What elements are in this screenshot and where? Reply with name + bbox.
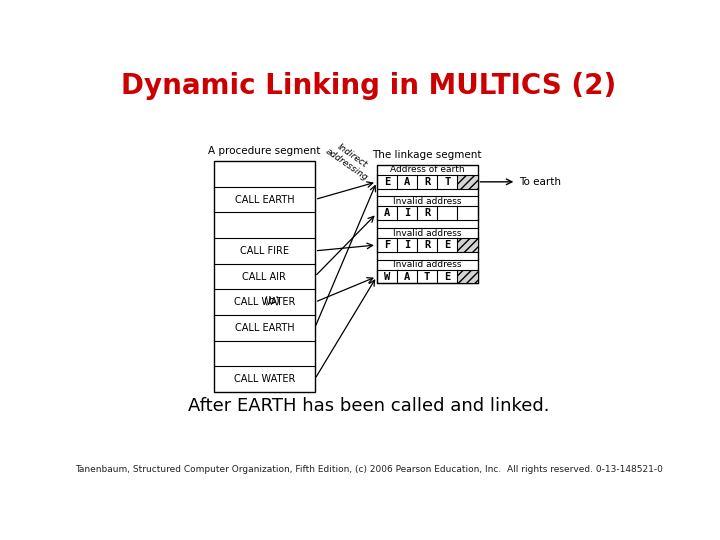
Text: The linkage segment: The linkage segment xyxy=(372,150,482,160)
Text: CALL AIR: CALL AIR xyxy=(243,272,287,281)
Bar xyxy=(377,165,477,284)
Text: Invalid address: Invalid address xyxy=(393,228,462,238)
Text: E: E xyxy=(444,272,451,281)
Text: R: R xyxy=(424,177,431,187)
Text: (b): (b) xyxy=(264,295,280,305)
Text: Address of earth: Address of earth xyxy=(390,165,464,174)
Text: To earth: To earth xyxy=(518,177,561,187)
Text: W: W xyxy=(384,272,390,281)
Text: E: E xyxy=(444,240,451,250)
Text: Invalid address: Invalid address xyxy=(393,260,462,269)
Text: A: A xyxy=(404,177,410,187)
Text: CALL WATER: CALL WATER xyxy=(234,297,295,307)
Text: F: F xyxy=(384,240,390,250)
Bar xyxy=(457,238,477,252)
Text: After EARTH has been called and linked.: After EARTH has been called and linked. xyxy=(188,397,550,415)
Bar xyxy=(457,269,477,284)
Text: CALL FIRE: CALL FIRE xyxy=(240,246,289,256)
Text: A procedure segment: A procedure segment xyxy=(208,146,320,157)
Text: I: I xyxy=(404,208,410,218)
Text: A: A xyxy=(404,272,410,281)
Text: Indirect
addressing: Indirect addressing xyxy=(324,138,376,183)
Text: Invalid address: Invalid address xyxy=(393,197,462,206)
Text: CALL WATER: CALL WATER xyxy=(234,374,295,384)
Text: Tanenbaum, Structured Computer Organization, Fifth Edition, (c) 2006 Pearson Edu: Tanenbaum, Structured Computer Organizat… xyxy=(75,465,663,475)
Text: I: I xyxy=(404,240,410,250)
Text: T: T xyxy=(424,272,431,281)
Text: T: T xyxy=(444,177,451,187)
Bar xyxy=(214,161,315,392)
Text: Dynamic Linking in MULTICS (2): Dynamic Linking in MULTICS (2) xyxy=(122,72,616,100)
Text: R: R xyxy=(424,208,431,218)
Text: CALL EARTH: CALL EARTH xyxy=(235,323,294,333)
Text: CALL EARTH: CALL EARTH xyxy=(235,194,294,205)
Bar xyxy=(457,175,477,189)
Text: A: A xyxy=(384,208,390,218)
Text: R: R xyxy=(424,240,431,250)
Text: E: E xyxy=(384,177,390,187)
